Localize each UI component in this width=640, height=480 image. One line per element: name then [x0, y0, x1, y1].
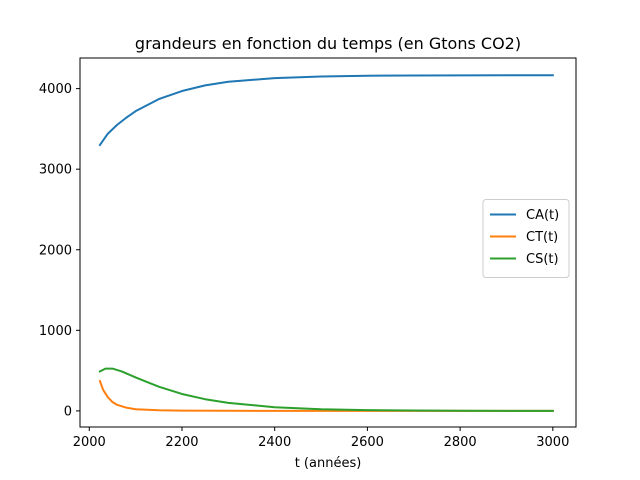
legend-label: CA(t) — [526, 208, 559, 223]
plot-frame — [79, 57, 577, 428]
x-tick-label: 2000 — [73, 435, 106, 450]
legend: CA(t) CT(t) CS(t) — [482, 199, 570, 278]
x-tick-label: 2200 — [165, 435, 198, 450]
y-tick-label: 1000 — [39, 324, 72, 339]
x-axis-label: t (années) — [295, 456, 362, 471]
legend-label: CT(t) — [526, 230, 558, 245]
x-tick-label: 3000 — [536, 435, 569, 450]
series-line-1 — [98, 379, 554, 412]
y-tick-label: 2000 — [39, 243, 72, 258]
x-axis: 2000 2200 2400 2600 2800 3000 — [73, 427, 569, 450]
x-tick-label: 2800 — [444, 435, 477, 450]
y-tick-label: 0 — [64, 404, 72, 419]
series-line-0 — [98, 74, 554, 147]
y-tick-label: 4000 — [39, 82, 72, 97]
x-tick-label: 2400 — [258, 435, 291, 450]
y-tick-label: 3000 — [39, 163, 72, 178]
chart-title: grandeurs en fonction du temps (en Gtons… — [135, 34, 521, 53]
y-axis: 0 1000 2000 3000 4000 — [39, 82, 80, 419]
series-layer — [98, 74, 554, 412]
x-tick-label: 2600 — [351, 435, 384, 450]
legend-label: CS(t) — [526, 252, 559, 267]
series-line-2 — [98, 367, 554, 412]
